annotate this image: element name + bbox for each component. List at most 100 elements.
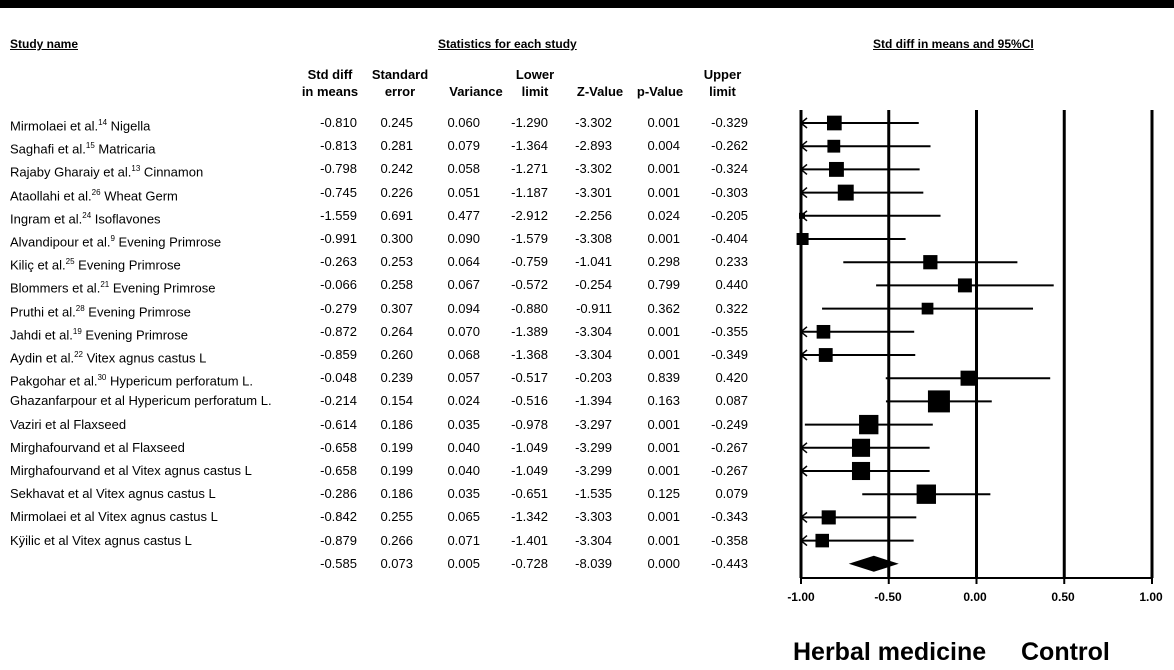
- study-z: -1.394: [575, 393, 612, 409]
- study-name: Ataollahi et al.26 Wheat Germ: [10, 187, 178, 203]
- study-upper: -0.262: [711, 138, 748, 154]
- study-p: 0.125: [647, 486, 680, 502]
- ci-arrow: [799, 349, 808, 361]
- study-upper: -0.355: [711, 323, 748, 339]
- study-name: Ghazanfarpour et al Hypericum perforatum…: [10, 393, 272, 409]
- study-upper: 0.440: [715, 277, 748, 293]
- study-se: 0.281: [380, 138, 413, 154]
- study-lower: -1.290: [511, 115, 548, 130]
- study-z: -3.304: [575, 532, 612, 548]
- study-z: -3.308: [575, 231, 612, 246]
- study-var: 0.035: [447, 416, 480, 432]
- favours-control-label: Control: [1021, 638, 1110, 666]
- study-lower: -0.978: [511, 416, 548, 432]
- study-smd: -0.066: [320, 277, 357, 293]
- point-estimate: [851, 438, 871, 457]
- study-p: 0.001: [647, 416, 680, 432]
- study-name: Mirmolaei et al Vitex agnus castus L: [10, 509, 218, 525]
- study-p: 0.001: [647, 347, 680, 362]
- point-estimate: [859, 414, 879, 435]
- study-lower: -0.880: [511, 300, 548, 316]
- study-var: 0.068: [447, 347, 480, 362]
- study-upper: -0.267: [711, 439, 748, 455]
- study-upper: 0.087: [715, 393, 748, 409]
- study-z: -3.303: [575, 509, 612, 525]
- study-upper: -0.349: [711, 347, 748, 362]
- study-upper: 0.233: [715, 254, 748, 270]
- study-lower: -0.517: [511, 370, 548, 386]
- point-estimate: [923, 255, 938, 270]
- study-lower: -1.579: [511, 231, 548, 246]
- study-se: 0.255: [380, 509, 413, 525]
- study-var: 0.090: [447, 231, 480, 246]
- summary-var: 0.005: [447, 555, 480, 571]
- point-estimate: [821, 510, 836, 525]
- study-var: 0.057: [447, 370, 480, 386]
- study-p: 0.163: [647, 393, 680, 409]
- study-z: -2.893: [575, 138, 612, 154]
- point-estimate: [927, 390, 950, 413]
- study-smd: -0.810: [320, 115, 357, 130]
- study-se: 0.199: [380, 439, 413, 455]
- study-z: -3.299: [575, 463, 612, 478]
- study-name-header: Study name: [10, 37, 79, 51]
- study-lower: -1.389: [511, 323, 548, 339]
- study-se: 0.186: [380, 416, 413, 432]
- study-upper: 0.420: [715, 370, 748, 386]
- point-estimate: [815, 533, 830, 548]
- study-smd: -0.658: [320, 439, 357, 455]
- study-se: 0.239: [380, 370, 413, 386]
- summary-p: 0.000: [647, 555, 680, 571]
- study-se: 0.242: [380, 161, 413, 177]
- study-z: -1.535: [575, 486, 612, 502]
- study-p: 0.024: [647, 207, 680, 223]
- point-estimate: [960, 370, 976, 386]
- study-upper: -0.329: [711, 115, 748, 130]
- study-p: 0.001: [647, 231, 680, 246]
- col-header-standard-error: Standard error: [371, 67, 429, 99]
- study-name: Mirghafourvand et al Flaxseed: [10, 439, 185, 455]
- study-name: Alvandipour et al.9 Evening Primrose: [10, 234, 222, 250]
- study-name: Sekhavat et al Vitex agnus castus L: [10, 486, 216, 502]
- study-name: Aydin et al.22 Vitex agnus castus L: [10, 350, 207, 366]
- study-smd: -0.614: [320, 416, 357, 432]
- study-name: Pruthi et al.28 Evening Primrose: [10, 303, 191, 319]
- ci-arrow: [799, 163, 808, 175]
- point-estimate: [916, 484, 936, 504]
- study-z: -3.304: [575, 323, 612, 339]
- study-smd: -0.263: [320, 254, 357, 270]
- col-header-variance: Variance: [449, 84, 503, 99]
- study-var: 0.035: [447, 486, 480, 502]
- tick-label: 0.00: [963, 590, 987, 604]
- ci-arrow: [799, 117, 808, 129]
- study-p: 0.001: [647, 115, 680, 130]
- study-smd: -1.559: [320, 207, 357, 223]
- favours-herbal-label: Herbal medicine: [793, 638, 987, 666]
- point-estimate: [851, 461, 871, 481]
- point-estimate: [816, 324, 831, 339]
- study-smd: -0.991: [320, 231, 357, 246]
- study-name: Ingram et al.24 Isoflavones: [10, 210, 161, 227]
- summary-diamond: [848, 555, 899, 572]
- study-var: 0.024: [447, 393, 480, 409]
- study-var: 0.040: [447, 439, 480, 455]
- study-upper: -0.358: [711, 532, 748, 548]
- study-lower: -0.572: [511, 277, 548, 293]
- col-header-upper-limit: Upper limit: [703, 67, 742, 99]
- study-name: Mirghafourvand et al Vitex agnus castus …: [10, 463, 252, 478]
- study-p: 0.001: [647, 161, 680, 177]
- tick-label: -0.50: [874, 590, 902, 604]
- study-lower: -0.651: [511, 486, 548, 502]
- study-se: 0.307: [380, 300, 413, 316]
- point-estimate: [826, 115, 842, 131]
- study-se: 0.253: [380, 254, 413, 270]
- study-var: 0.067: [447, 277, 480, 293]
- study-lower: -1.049: [511, 463, 548, 478]
- top-rule: [0, 0, 1174, 8]
- study-name: Vaziri et al Flaxseed: [10, 416, 127, 432]
- study-se: 0.691: [380, 207, 413, 223]
- study-upper: -0.249: [711, 416, 748, 432]
- summary-se: 0.073: [380, 555, 413, 571]
- study-p: 0.001: [647, 463, 680, 478]
